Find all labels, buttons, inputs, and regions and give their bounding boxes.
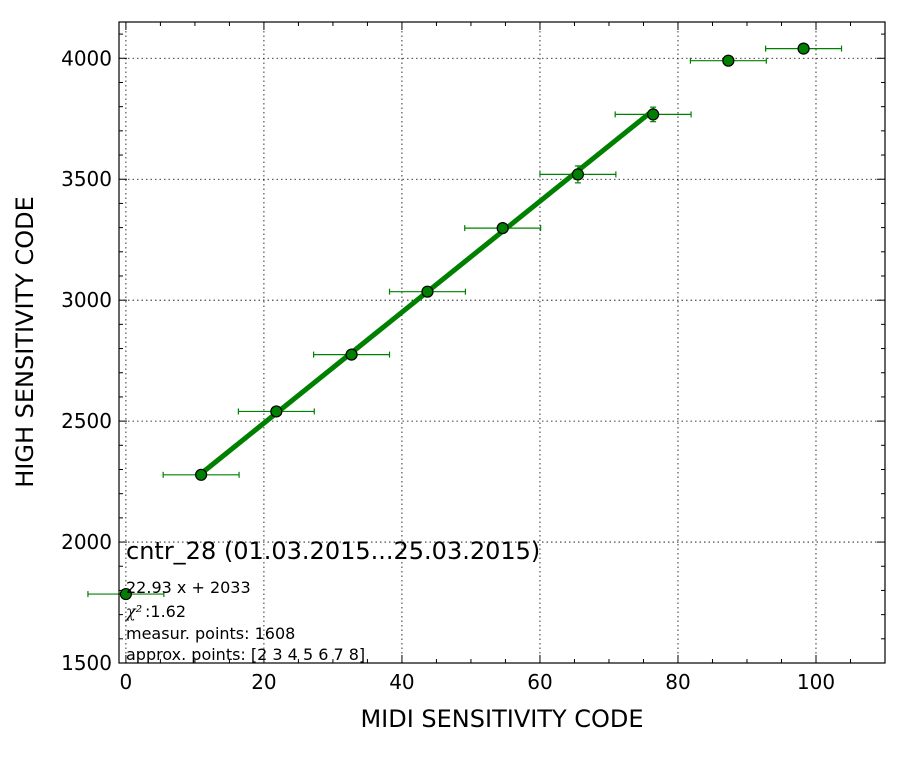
x-tick-label: 100 [797,670,835,694]
annotation-measur-points: measur. points: 1608 [126,624,295,643]
grid [119,22,885,664]
x-axis-label: MIDI SENSITIVITY CODE [360,705,643,733]
plot-frame [118,21,886,664]
y-tick-label: 3500 [61,167,112,191]
data-point [195,468,208,481]
data-point [722,54,735,67]
data-points [119,42,810,601]
x-tick-label: 40 [389,670,414,694]
data-point [345,348,358,361]
tick-labels: 0 20 40 60 80 100 1500 2000 2500 3000 3500 4000 [61,46,835,694]
data-point [270,405,283,418]
x-tick-label: 0 [120,670,133,694]
y-tick-label: 3000 [61,288,112,312]
data-point [496,221,509,235]
annotation-title: cntr_28 (01.03.2015...25.03.2015) [126,537,540,565]
error-bars [87,45,843,598]
annotation-equation: 22.93 x + 2033 [126,578,251,597]
x-tick-label: 20 [251,670,276,694]
y-tick-label: 1500 [61,651,112,675]
annotation-chi-value: :1.62 [145,602,186,621]
axis-ticks [119,22,885,664]
y-tick-label: 2000 [61,530,112,554]
data-point [421,285,434,298]
data-point [797,42,810,55]
y-axis-label: HIGH SENSITIVITY CODE [11,196,39,488]
annotation-approx-points: approx. points: [2 3 4 5 6 7 8] [126,645,365,664]
x-tick-label: 60 [527,670,552,694]
data-point [647,108,660,121]
data-point [571,168,585,181]
annotation-chi-symbol: χ² [125,602,142,621]
fit-annotation: cntr_28 (01.03.2015...25.03.2015) 22.93 … [125,537,540,664]
data-point [119,587,133,601]
y-tick-label: 2500 [61,409,112,433]
y-tick-label: 4000 [61,46,112,70]
x-tick-label: 80 [665,670,690,694]
